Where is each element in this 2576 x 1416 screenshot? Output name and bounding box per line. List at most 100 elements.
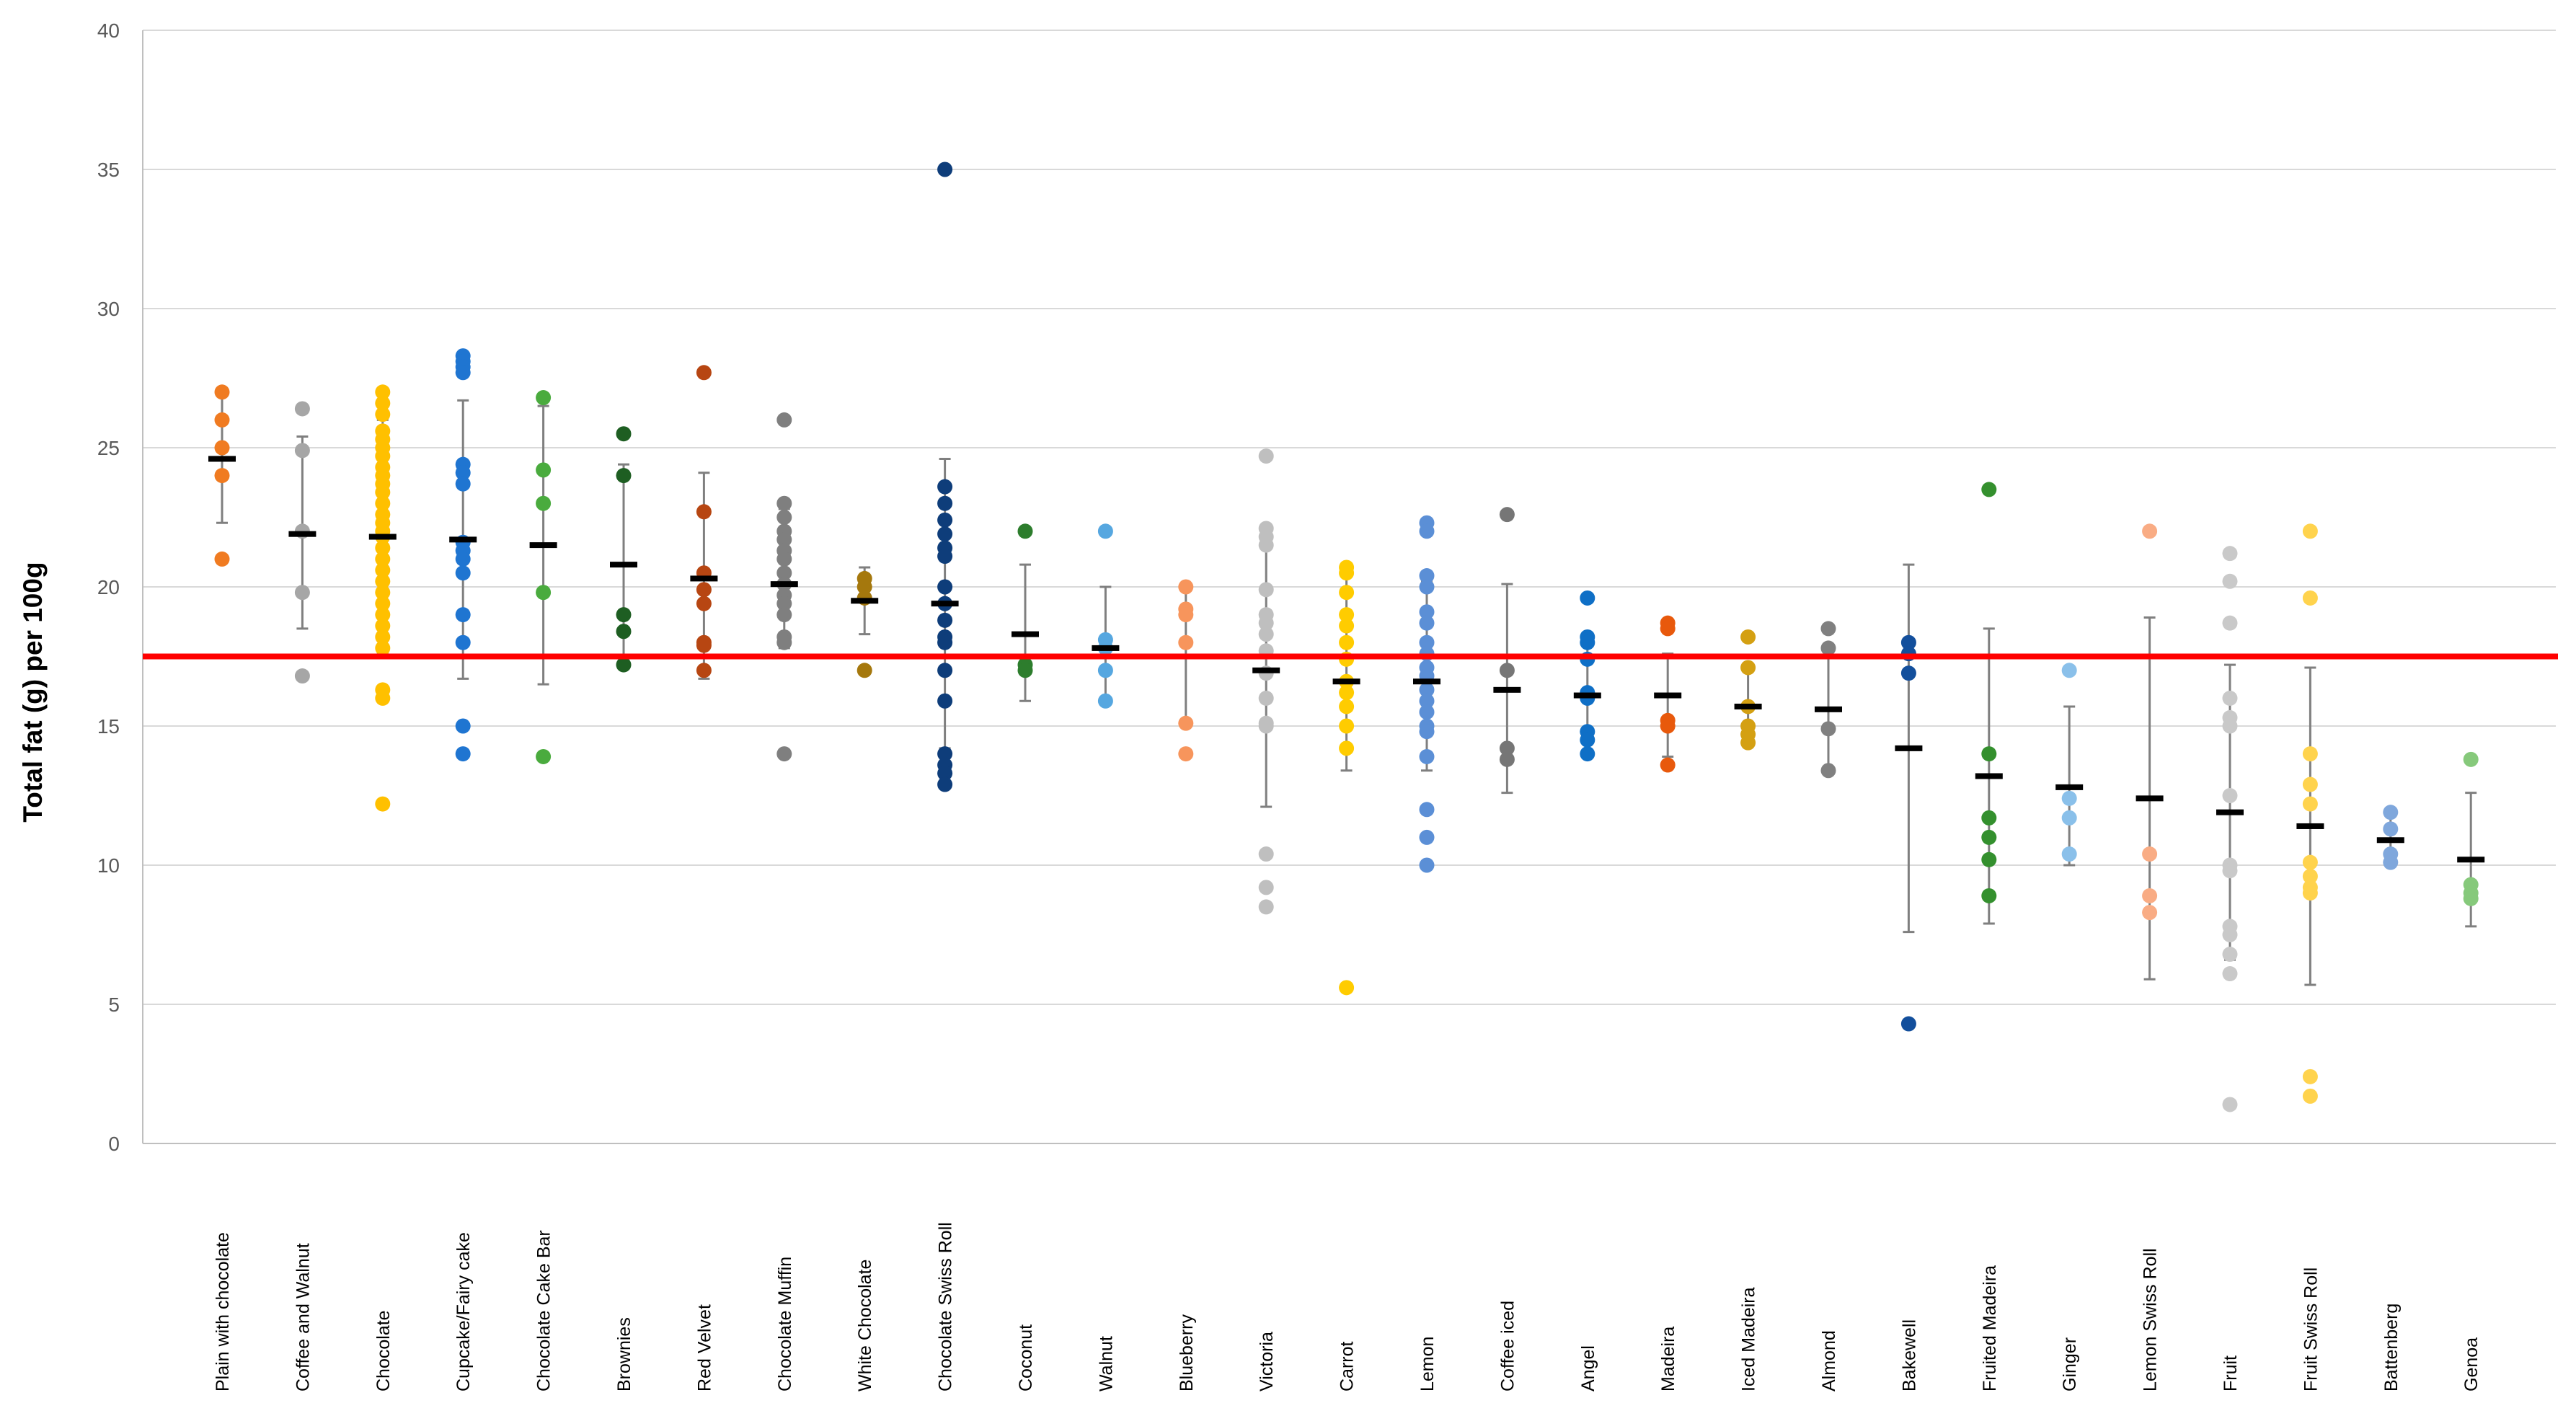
- data-point: [1419, 802, 1435, 818]
- mean-marker: [1573, 692, 1601, 699]
- mean-marker: [1975, 773, 2003, 779]
- data-point: [2222, 966, 2238, 982]
- data-point: [1419, 523, 1435, 539]
- x-tick-label: Angel: [1578, 1345, 1598, 1391]
- data-point: [1339, 740, 1355, 756]
- data-point: [937, 612, 953, 628]
- data-point: [1419, 568, 1435, 584]
- x-tick-label: Madeira: [1658, 1327, 1678, 1391]
- data-point: [1258, 899, 1274, 915]
- data-point: [1419, 682, 1435, 698]
- x-tick-label: Chocolate Swiss Roll: [936, 1222, 956, 1391]
- data-point: [536, 748, 552, 764]
- data-point: [1820, 640, 1836, 656]
- data-point: [2222, 1097, 2238, 1112]
- x-tick-label: Bakewell: [1899, 1319, 1919, 1391]
- data-point: [1419, 829, 1435, 845]
- data-point: [1419, 704, 1435, 720]
- data-point: [776, 634, 792, 650]
- data-point: [937, 512, 953, 528]
- mean-marker: [2055, 784, 2084, 790]
- data-point: [1419, 615, 1435, 631]
- data-point: [2463, 890, 2479, 906]
- data-point: [1981, 888, 1997, 903]
- data-point: [455, 718, 471, 734]
- data-point: [2383, 854, 2399, 870]
- data-point: [1499, 663, 1515, 678]
- data-point: [1097, 523, 1113, 539]
- x-tick-label: Brownies: [614, 1317, 634, 1391]
- data-point: [1258, 537, 1274, 553]
- data-point: [375, 796, 391, 812]
- axes: [142, 30, 2556, 1144]
- mean-marker: [2457, 857, 2485, 863]
- data-point: [776, 607, 792, 623]
- y-tick-label: 25: [97, 437, 120, 459]
- data-point: [1258, 615, 1274, 631]
- data-point: [1660, 718, 1676, 734]
- data-point: [1178, 607, 1194, 623]
- data-point: [1419, 724, 1435, 740]
- x-tick-label: Ginger: [2060, 1337, 2080, 1391]
- x-tick-label: Walnut: [1096, 1336, 1116, 1391]
- data-point: [1178, 746, 1194, 762]
- data-point: [375, 585, 391, 601]
- data-point: [937, 776, 953, 792]
- mean-marker: [2135, 795, 2164, 802]
- data-point: [1017, 663, 1033, 678]
- x-tick-label: Coconut: [1016, 1324, 1036, 1391]
- data-point: [375, 690, 391, 706]
- data-point: [696, 365, 712, 381]
- data-point: [375, 540, 391, 556]
- mean-marker: [1092, 645, 1120, 651]
- x-tick-labels: Plain with chocolate Coffee and Walnut Cho…: [213, 1222, 2482, 1391]
- data-point: [1339, 634, 1355, 650]
- data-point: [1178, 634, 1194, 650]
- data-point: [1740, 660, 1756, 676]
- data-point: [2142, 523, 2158, 539]
- data-point: [1097, 693, 1113, 709]
- data-point: [1580, 732, 1595, 748]
- data-point: [1339, 718, 1355, 734]
- data-point: [1017, 523, 1033, 539]
- data-point: [1580, 634, 1595, 650]
- data-point: [1419, 604, 1435, 620]
- mean-marker: [690, 575, 718, 582]
- y-tick-label: 40: [97, 19, 120, 42]
- data-point: [2222, 690, 2238, 706]
- data-point: [1981, 746, 1997, 762]
- gridlines: [143, 30, 2556, 1005]
- x-tick-label: Red Velvet: [694, 1304, 714, 1391]
- data-point: [937, 479, 953, 495]
- data-point: [1740, 629, 1756, 645]
- data-point: [937, 579, 953, 595]
- data-point: [375, 407, 391, 422]
- data-point: [2302, 796, 2318, 812]
- data-point: [1660, 621, 1676, 637]
- data-point: [2302, 868, 2318, 884]
- data-point: [1339, 699, 1355, 714]
- data-point: [616, 468, 632, 484]
- data-point: [1258, 627, 1274, 642]
- y-tick-labels: 0 5 10 15 20 25 30 35 40: [97, 19, 120, 1155]
- mean-marker: [208, 456, 236, 462]
- data-point: [616, 426, 632, 442]
- y-tick-label: 5: [108, 994, 120, 1016]
- data-point: [1339, 685, 1355, 701]
- data-point: [375, 395, 391, 411]
- data-point: [1820, 721, 1836, 737]
- data-point: [1258, 880, 1274, 895]
- x-tick-label: Cupcake/Fairy cake: [453, 1232, 474, 1391]
- data-point: [1339, 618, 1355, 634]
- data-points: [214, 161, 2479, 1112]
- x-tick-label: White Chocolate: [855, 1260, 875, 1391]
- y-tick-label: 10: [97, 854, 120, 877]
- data-point: [2463, 751, 2479, 767]
- data-point: [937, 495, 953, 511]
- data-point: [2142, 846, 2158, 862]
- data-point: [375, 640, 391, 656]
- data-point: [776, 531, 792, 547]
- data-point: [1258, 582, 1274, 598]
- mean-marker: [449, 536, 477, 543]
- data-point: [375, 573, 391, 589]
